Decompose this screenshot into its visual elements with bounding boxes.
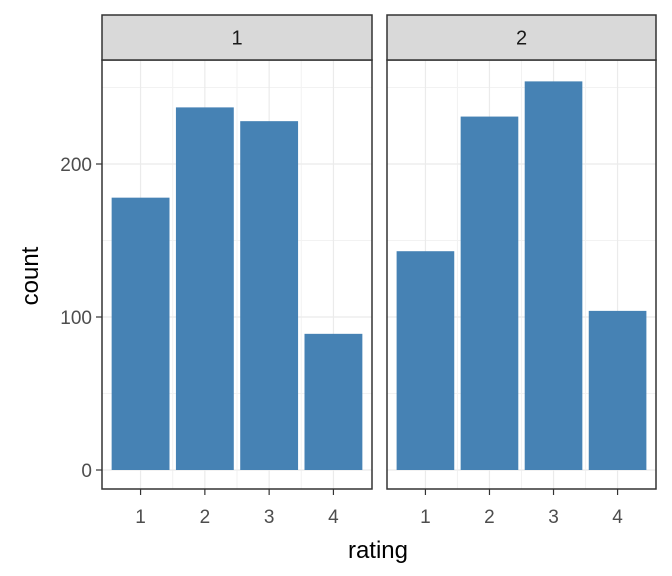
facet-strip xyxy=(386,14,657,61)
facet-strip xyxy=(101,14,373,61)
facet-strip-label: 2 xyxy=(516,28,527,50)
y-axis-title: count xyxy=(17,246,44,305)
x-axis-title: rating xyxy=(348,537,408,564)
x-tick-label: 4 xyxy=(612,507,623,528)
y-tick-label: 0 xyxy=(81,461,92,482)
x-tick-label: 3 xyxy=(548,507,559,528)
y-tick-label: 200 xyxy=(60,155,92,176)
bar-panel-2-rating-2 xyxy=(460,116,519,470)
bar-panel-1-rating-4 xyxy=(304,333,363,470)
bar-panel-1-rating-2 xyxy=(175,107,234,470)
facet-strip-label: 1 xyxy=(231,28,242,50)
x-tick-label: 3 xyxy=(264,507,275,528)
x-tick-label: 2 xyxy=(200,507,211,528)
bar-panel-2-rating-1 xyxy=(396,251,455,470)
x-tick-label: 2 xyxy=(484,507,495,528)
bar-panel-1-rating-1 xyxy=(111,197,170,470)
bar-panel-1-rating-3 xyxy=(240,121,299,470)
x-tick-label: 1 xyxy=(135,507,146,528)
x-tick-label: 1 xyxy=(420,507,431,528)
y-tick-label: 100 xyxy=(60,308,92,329)
bar-panel-2-rating-4 xyxy=(588,310,647,470)
x-tick-label: 4 xyxy=(328,507,339,528)
bar-panel-2-rating-3 xyxy=(524,81,583,470)
